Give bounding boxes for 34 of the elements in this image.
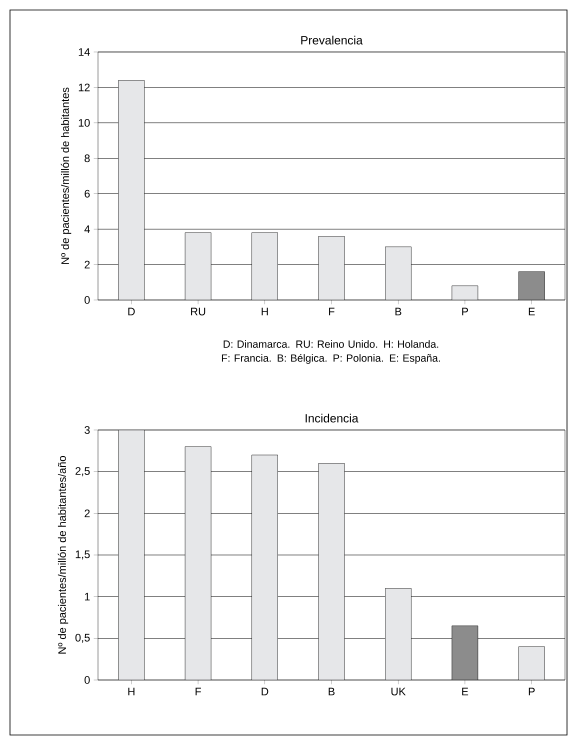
y-tick-label: 1 — [84, 592, 90, 600]
text: D: Dinamarca. RU: Reino Unido. H: Holanda. F: Francia. B: Bélgica. P: Polonia. E: España. — [222, 340, 440, 364]
x-tick-label: F — [329, 308, 334, 316]
y-axis-title: Nº de pacientes/millón de habitantes/año — [58, 456, 68, 654]
y-tick-label: 14 — [78, 48, 90, 56]
y-tick-label: 2 — [84, 260, 90, 268]
y-axis-title: Nº de pacientes/millón de habitantes — [60, 88, 72, 264]
x-tick-label: H — [262, 308, 268, 316]
x-tick-label: B — [395, 308, 402, 316]
y-tick-label: 10 — [78, 118, 90, 127]
y-tick-label: 8 — [84, 154, 90, 162]
y-tick-label: 6 — [84, 190, 90, 198]
x-tick-label: P — [528, 688, 535, 696]
y-tick-label: 0 — [84, 676, 90, 684]
y-tick-label: 1,5 — [76, 550, 90, 560]
chart-title: Prevalencia — [301, 36, 363, 44]
y-tick-label: 2,5 — [76, 467, 90, 476]
y-tick-label: 0,5 — [75, 634, 90, 643]
x-tick-label: E — [528, 308, 535, 316]
x-tick-label: D — [262, 688, 268, 696]
x-tick-label: UK — [391, 688, 406, 696]
y-tick-label: 2 — [84, 510, 90, 518]
x-tick-label: RU — [191, 308, 206, 316]
x-tick-label: D — [128, 308, 135, 316]
y-tick-label: 3 — [84, 426, 90, 434]
x-tick-label: P — [462, 308, 468, 316]
y-tick-label: 0 — [84, 296, 90, 304]
x-tick-label: E — [462, 688, 468, 696]
y-tick-label: 12 — [78, 84, 90, 92]
x-tick-label: B — [328, 688, 335, 696]
x-tick-label: F — [196, 688, 201, 696]
x-tick-label: H — [128, 688, 134, 696]
chart-title: Incidencia — [306, 414, 358, 422]
y-tick-label: 4 — [84, 225, 90, 233]
